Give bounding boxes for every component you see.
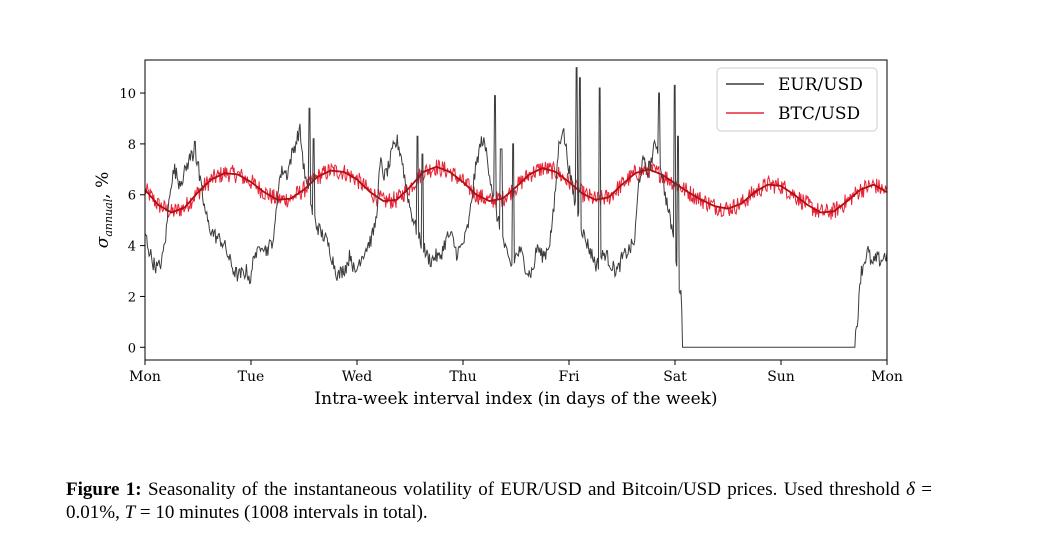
x-tick-label: Thu [449, 369, 476, 385]
y-tick-label: 10 [119, 87, 136, 102]
legend-btc-label: BTC/USD [778, 104, 860, 124]
y-label-suffix: , % [93, 172, 113, 199]
eur-usd-line [145, 67, 887, 348]
caption-t-eq: = 10 minutes (1008 intervals in total). [135, 502, 428, 523]
x-tick-label: Sat [663, 369, 687, 385]
y-label-sigma: σ [93, 236, 113, 248]
btc-usd-smooth-line [145, 165, 887, 214]
caption-label: Figure 1: [66, 479, 142, 500]
figure-caption: Figure 1: Seasonality of the instantaneo… [66, 478, 932, 524]
x-tick-label: Wed [342, 369, 373, 385]
plot-frame [144, 59, 888, 361]
btc-usd-series [145, 159, 887, 220]
y-axis-label: σannual, % [93, 172, 115, 248]
y-tick-label: 6 [128, 189, 136, 204]
y-tick-label: 8 [128, 138, 136, 153]
btc-usd-smoothed-curve [145, 165, 887, 214]
caption-t: T [124, 502, 136, 523]
legend-eur-label: EUR/USD [778, 75, 863, 95]
volatility-chart: 0 2 4 6 8 10 Mon Tue Wed Thu Fri Sat Sun Mon Intra-w… [93, 59, 903, 409]
y-tick-label: 0 [128, 341, 136, 356]
x-axis-label: Intra-week interval index (in days of th… [314, 389, 717, 409]
x-tick-label: Mon [871, 369, 903, 385]
legend: EUR/USD BTC/USD [716, 67, 878, 132]
y-axis: 0 2 4 6 8 10 [119, 87, 145, 356]
y-label-sub: annual [102, 198, 115, 236]
x-tick-label: Fri [559, 369, 580, 385]
y-tick-label: 2 [128, 290, 136, 305]
y-tick-label: 4 [128, 240, 136, 255]
x-tick-label: Mon [129, 369, 161, 385]
caption-delta: δ [906, 479, 915, 500]
eur-usd-series [145, 67, 887, 348]
caption-delta-eq: = 0.01%, [66, 479, 932, 523]
x-tick-label: Tue [238, 369, 265, 385]
btc-usd-line [145, 159, 887, 220]
caption-text-1: Seasonality of the instantaneous volatil… [141, 479, 907, 500]
x-tick-label: Sun [767, 369, 795, 385]
x-axis: Mon Tue Wed Thu Fri Sat Sun Mon [129, 360, 903, 385]
